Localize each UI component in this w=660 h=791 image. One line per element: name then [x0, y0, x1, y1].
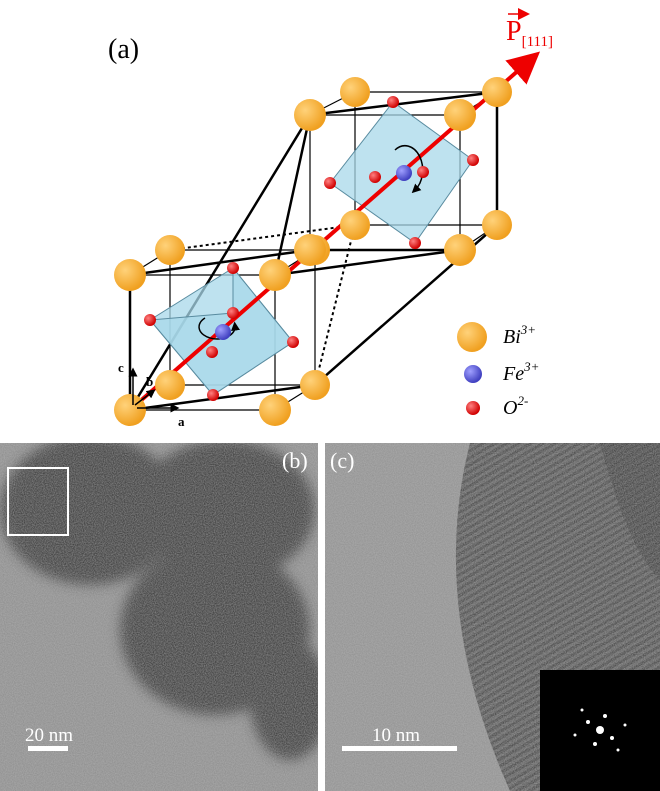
- axis-label: c: [118, 360, 124, 375]
- scale-label: 10 nm: [372, 725, 420, 746]
- axis-label: a: [178, 414, 185, 429]
- atoms: [114, 77, 512, 426]
- panel-a: (a): [108, 8, 553, 429]
- zoom-box: [7, 467, 69, 536]
- rotation: [198, 317, 240, 340]
- legend-entry: Fe3+: [502, 359, 539, 385]
- legend-entry: Bi3+: [503, 322, 536, 348]
- rotation: [394, 145, 424, 194]
- scale-bar: [342, 746, 457, 751]
- dashed-edges: [169, 224, 356, 386]
- axes-arrows: [128, 367, 180, 413]
- panel-label: (b): [282, 448, 308, 473]
- scale-bar: [28, 746, 68, 751]
- panel-label: (c): [330, 448, 354, 473]
- fft-spots: [573, 708, 627, 752]
- panel-c: (c) 10 nm: [325, 443, 660, 791]
- legend-entry: O2-: [503, 393, 528, 419]
- panel-label: (a): [108, 34, 139, 65]
- vector-label: P[111]: [506, 16, 553, 50]
- legend: Bi3+ Fe3+ O2-: [457, 322, 539, 419]
- scale-label: 20 nm: [25, 725, 73, 746]
- axis-label: b: [146, 374, 153, 389]
- panel-b: (b) 20 nm: [0, 443, 318, 791]
